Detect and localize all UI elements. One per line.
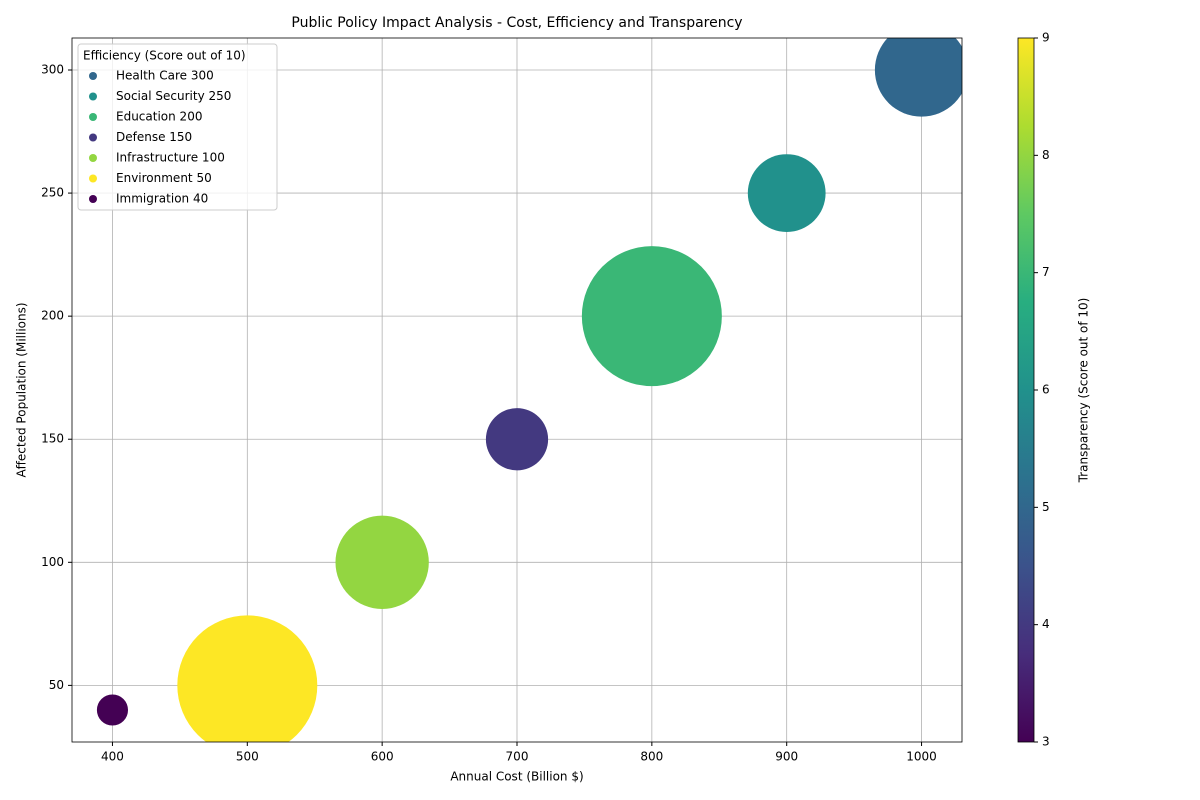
legend-marker bbox=[89, 113, 97, 121]
y-tick-label: 100 bbox=[41, 555, 64, 569]
legend-marker bbox=[89, 195, 97, 203]
y-tick-label: 200 bbox=[41, 309, 64, 323]
legend-marker bbox=[89, 154, 97, 162]
bubble bbox=[485, 408, 549, 471]
bubble bbox=[335, 515, 429, 609]
bubble bbox=[874, 38, 962, 117]
colorbar-tick-label: 9 bbox=[1042, 31, 1050, 45]
x-tick-label: 900 bbox=[775, 750, 798, 764]
legend-label: Health Care 300 bbox=[116, 69, 214, 83]
colorbar-tick-label: 4 bbox=[1042, 617, 1050, 631]
colorbar-tick-label: 8 bbox=[1042, 148, 1050, 162]
legend-title: Efficiency (Score out of 10) bbox=[83, 49, 246, 63]
legend-marker bbox=[89, 174, 97, 183]
legend-marker bbox=[89, 133, 97, 142]
x-tick-label: 800 bbox=[640, 750, 663, 764]
plot-frame bbox=[71, 37, 963, 743]
bubble bbox=[177, 615, 318, 742]
colorbar-tick-label: 6 bbox=[1042, 383, 1050, 397]
legend-label: Immigration 40 bbox=[116, 192, 208, 206]
legend-label: Social Security 250 bbox=[116, 89, 231, 103]
x-tick-label: 600 bbox=[371, 750, 394, 764]
legend-label: Education 200 bbox=[116, 110, 202, 124]
x-axis-label: Annual Cost (Billion $) bbox=[450, 770, 583, 784]
y-tick-label: 300 bbox=[41, 63, 64, 77]
x-tick-label: 700 bbox=[506, 750, 529, 764]
y-tick-label: 150 bbox=[41, 432, 64, 446]
legend-label: Defense 150 bbox=[116, 130, 192, 144]
colorbar-tick-label: 7 bbox=[1042, 265, 1050, 279]
bubble bbox=[96, 694, 129, 726]
chart-title: Public Policy Impact Analysis - Cost, Ef… bbox=[291, 15, 742, 31]
colorbar-label: Transparency (Score out of 10) bbox=[1077, 298, 1091, 484]
legend-label: Infrastructure 100 bbox=[116, 151, 225, 165]
plot-area bbox=[96, 38, 962, 742]
x-tick-label: 500 bbox=[236, 750, 259, 764]
bubble bbox=[581, 246, 722, 387]
legend-marker bbox=[89, 72, 97, 80]
legend-box bbox=[77, 43, 278, 211]
y-tick-label: 250 bbox=[41, 186, 64, 200]
legend-label: Environment 50 bbox=[116, 171, 212, 185]
y-tick-label: 50 bbox=[49, 678, 64, 692]
legend-marker bbox=[89, 92, 97, 101]
x-tick-label: 400 bbox=[101, 750, 124, 764]
colorbar bbox=[1017, 37, 1035, 743]
colorbar-tick-label: 5 bbox=[1042, 500, 1050, 514]
y-axis-label: Affected Population (Millions) bbox=[15, 302, 29, 477]
colorbar-tick-label: 3 bbox=[1042, 735, 1050, 749]
x-tick-label: 1000 bbox=[906, 750, 937, 764]
bubble bbox=[747, 154, 826, 232]
